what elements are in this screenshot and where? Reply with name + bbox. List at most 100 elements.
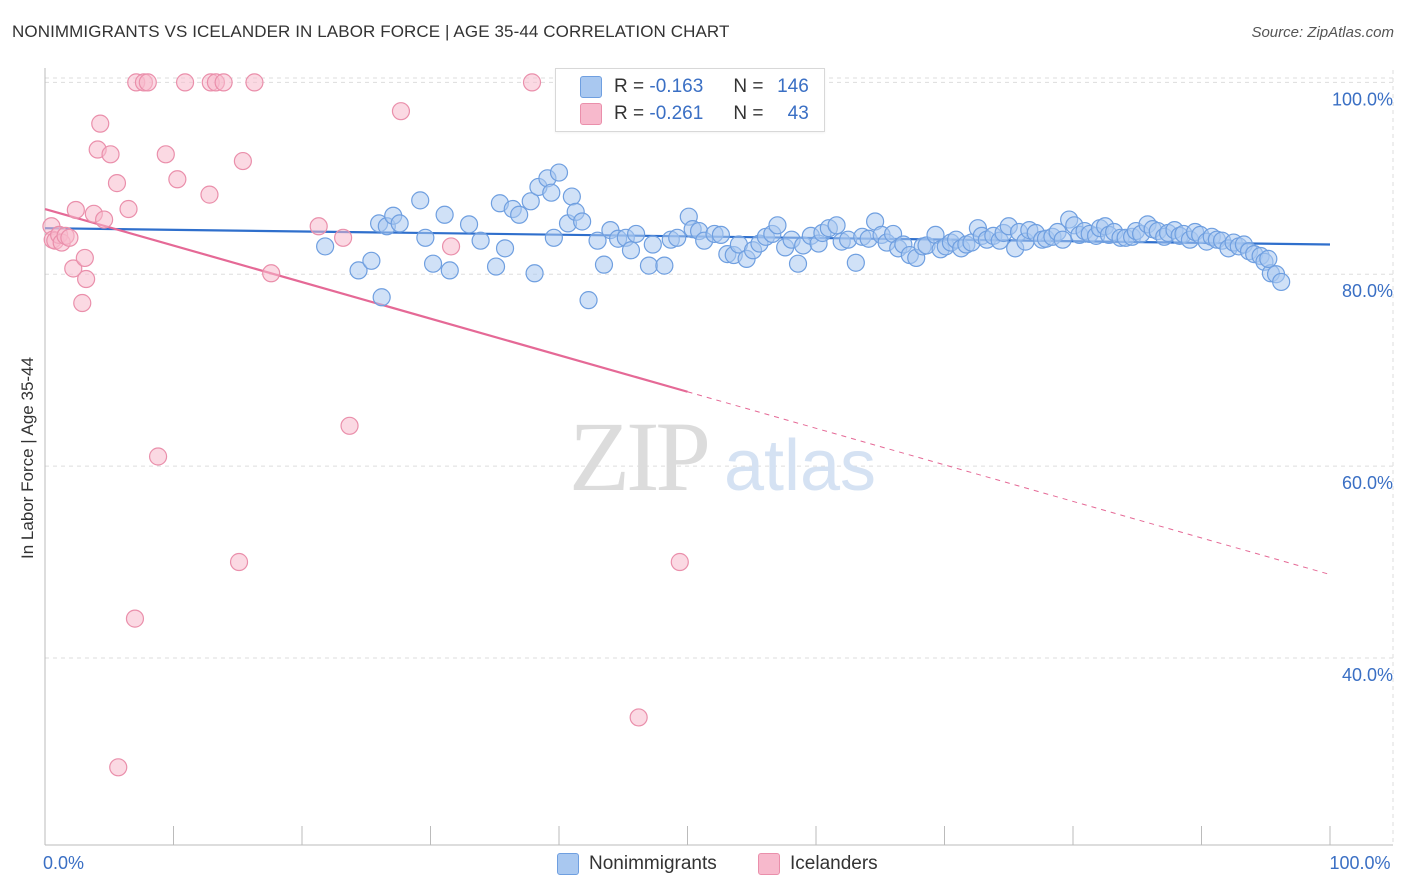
grid-layer (45, 70, 1394, 845)
point-icelanders (340, 416, 359, 435)
point-icelanders (334, 228, 353, 247)
point-icelanders (214, 73, 233, 92)
point-nonimmigrants (525, 264, 544, 283)
trend-line-icelanders-extension (687, 391, 1331, 575)
point-nonimmigrants (1272, 272, 1291, 292)
point-icelanders (95, 210, 114, 229)
point-icelanders (200, 185, 219, 204)
point-icelanders (522, 73, 542, 92)
point-icelanders (73, 293, 92, 313)
point-nonimmigrants (846, 253, 865, 272)
point-icelanders (66, 200, 85, 220)
point-icelanders (107, 174, 127, 193)
tick-label-layer: 100.0% 80.0% 60.0% 40.0% 0.0% 100.0% (43, 89, 1393, 873)
chart-title: NONIMMIGRANTS VS ICELANDER IN LABOR FORC… (12, 22, 730, 41)
point-nonimmigrants (549, 163, 569, 182)
watermark-zip: ZIP (569, 401, 707, 512)
trend-line-icelanders (44, 207, 688, 393)
bottom-legend-swatch-icelanders (758, 853, 780, 875)
point-icelanders (309, 217, 328, 236)
x-tick-label: 0.0% (43, 853, 84, 873)
point-nonimmigrants (440, 261, 459, 280)
bottom-legend-label: Icelanders (790, 853, 878, 874)
point-icelanders (441, 237, 461, 256)
bottom-legend-icelanders: Icelanders (758, 852, 878, 876)
point-icelanders (262, 264, 281, 283)
point-nonimmigrants (372, 288, 391, 307)
point-nonimmigrants (579, 291, 598, 310)
point-nonimmigrants (562, 187, 581, 206)
legend-r-value: -0.163 (649, 76, 704, 97)
trend-layer (44, 207, 1331, 575)
point-nonimmigrants (349, 261, 368, 280)
legend-r-label: R = (614, 76, 645, 97)
point-nonimmigrants (316, 237, 335, 256)
point-nonimmigrants (594, 255, 614, 274)
point-nonimmigrants (544, 228, 563, 247)
point-nonimmigrants (768, 216, 787, 235)
point-icelanders (91, 114, 110, 133)
point-nonimmigrants (668, 228, 687, 247)
point-nonimmigrants (471, 231, 490, 250)
point-nonimmigrants (486, 257, 506, 276)
legend-swatch-nonimmigrants (580, 76, 602, 98)
point-nonimmigrants (1259, 249, 1278, 268)
point-icelanders (156, 145, 175, 164)
point-icelanders (233, 151, 252, 171)
y-tick-label: 60.0% (1342, 473, 1393, 493)
point-icelanders (75, 248, 94, 268)
point-nonimmigrants (711, 225, 731, 245)
source-label: Source: ZipAtlas.com (1251, 24, 1394, 41)
point-icelanders (60, 228, 79, 247)
point-nonimmigrants (521, 192, 540, 211)
legend-n-value: 146 (777, 76, 809, 97)
point-icelanders (391, 102, 411, 121)
point-icelanders (670, 552, 689, 572)
legend-n-label: N = (733, 76, 764, 97)
bottom-legend-nonimmigrants: Nonimmigrants (557, 852, 717, 876)
bottom-legend-swatch-nonimmigrants (557, 853, 579, 875)
x-tick-label: 100.0% (1329, 853, 1390, 873)
point-nonimmigrants (827, 216, 846, 235)
point-nonimmigrants (416, 228, 435, 247)
point-nonimmigrants (643, 235, 662, 254)
axis-layer (44, 68, 1393, 846)
point-icelanders (245, 73, 264, 92)
point-icelanders (629, 708, 648, 727)
point-icelanders (77, 269, 96, 289)
point-nonimmigrants (1053, 230, 1072, 249)
point-icelanders (119, 199, 138, 219)
watermark-atlas: atlas (724, 426, 876, 506)
bottom-legend-label: Nonimmigrants (589, 853, 717, 874)
y-tick-label: 80.0% (1342, 281, 1393, 301)
point-nonimmigrants (411, 191, 430, 210)
point-nonimmigrants (588, 231, 607, 250)
legend-row-nonimmigrants: R = -0.163 N = 146 (580, 75, 809, 99)
point-icelanders (125, 609, 145, 628)
point-icelanders (168, 170, 187, 189)
point-icelanders (175, 73, 195, 92)
point-nonimmigrants (362, 251, 381, 270)
point-icelanders (148, 447, 168, 466)
legend-n-value: 43 (787, 103, 809, 124)
point-nonimmigrants (573, 212, 592, 231)
points-layer (42, 73, 1291, 777)
point-nonimmigrants (459, 215, 479, 234)
point-icelanders (101, 145, 120, 164)
point-icelanders (64, 259, 83, 278)
y-tick-label: 40.0% (1342, 665, 1393, 685)
point-nonimmigrants (626, 224, 646, 244)
legend-r-value: -0.261 (649, 103, 704, 124)
point-nonimmigrants (495, 239, 515, 258)
y-tick-label: 100.0% (1332, 89, 1393, 109)
point-nonimmigrants (390, 214, 409, 233)
point-nonimmigrants (542, 183, 561, 202)
point-nonimmigrants (655, 256, 674, 275)
point-nonimmigrants (435, 205, 454, 224)
point-icelanders (138, 73, 157, 92)
point-nonimmigrants (423, 254, 443, 273)
legend-row-icelanders: R = -0.261 N = 43 (580, 102, 809, 126)
legend-r-label: R = (614, 103, 645, 124)
point-nonimmigrants (788, 254, 808, 273)
